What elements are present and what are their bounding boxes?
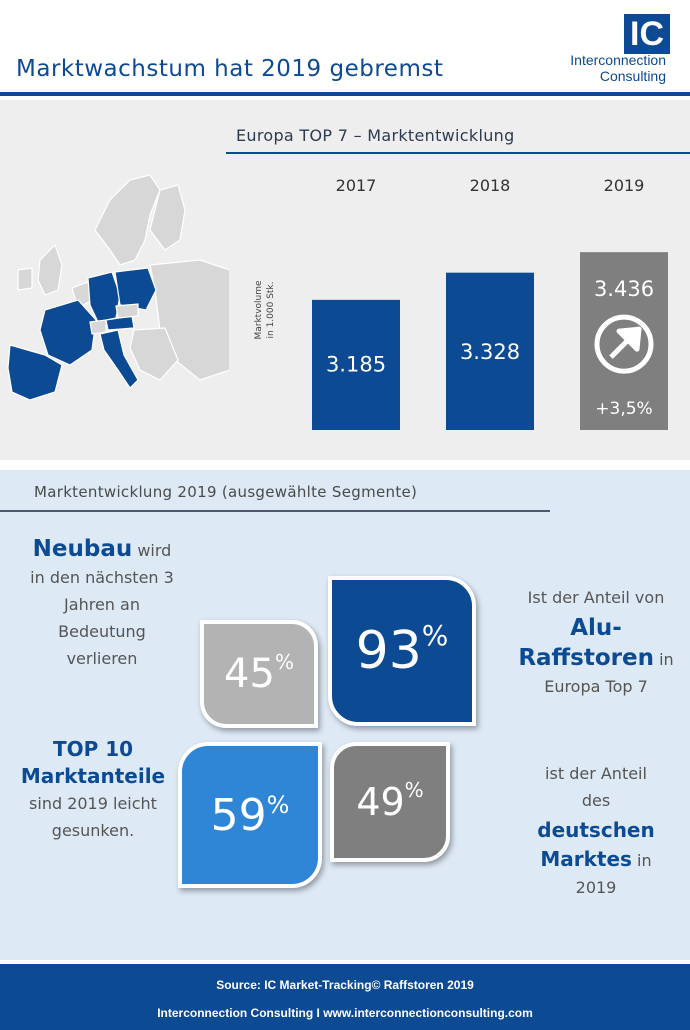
map-france xyxy=(39,299,97,366)
map-switzerland xyxy=(89,319,107,335)
europe-map xyxy=(7,174,230,401)
header: Marktwachstum hat 2019 gebremst IC Inter… xyxy=(0,0,690,100)
note-alu-pre: Ist der Anteil von xyxy=(527,588,665,607)
note-alu-big2: Raffstoren xyxy=(518,645,654,671)
note-deutsch-big1: deutschen xyxy=(537,818,655,842)
tile-neubau: 45% xyxy=(200,620,318,728)
map-finland xyxy=(149,184,186,251)
segments-title-rule xyxy=(0,510,550,512)
map-scandinavia xyxy=(94,174,161,266)
note-deutsch-in: in xyxy=(637,851,652,870)
tile-unit: % xyxy=(274,650,294,674)
tile-value: 59 xyxy=(210,789,267,841)
tile-unit: % xyxy=(266,791,290,819)
footer xyxy=(0,964,690,1030)
chart-title-rule xyxy=(226,152,690,154)
tile-value: 93 xyxy=(355,621,422,681)
note-alu-in: in xyxy=(659,650,674,669)
map-iberia xyxy=(7,344,63,401)
footer-contact: Interconnection Consulting I www.interco… xyxy=(157,1006,533,1020)
map-balkans xyxy=(129,327,179,381)
category-label: 2017 xyxy=(336,176,377,195)
note-neubau-line: verlieren xyxy=(66,649,138,668)
note-top10-line2: Marktanteile xyxy=(20,764,166,788)
note-neubau-line: Bedeutung xyxy=(58,622,146,641)
map-czech xyxy=(115,303,139,319)
ylabel-line2: in 1.000 Stk. xyxy=(266,281,276,338)
note-top10-line: gesunken. xyxy=(51,821,135,840)
note-top10-line: sind 2019 leicht xyxy=(29,794,157,813)
category-label: 2018 xyxy=(470,176,511,195)
note-deutsch: ist der Anteil des deutschen Marktes in … xyxy=(510,760,682,901)
logo-text-line1: Interconnection xyxy=(570,52,666,68)
tile-unit: % xyxy=(404,778,424,802)
bar-2018 xyxy=(446,272,534,430)
market-bar-chart: Marktvolume in 1.000 Stk. 2017 3.185 2018 3… xyxy=(254,176,668,430)
map-italy xyxy=(99,329,139,389)
data-label: 3.185 xyxy=(326,352,386,376)
note-neubau: Neubau wird in den nächsten 3 Jahren an … xyxy=(12,536,192,672)
tile-alu: 93% xyxy=(328,576,476,726)
category-label: 2019 xyxy=(604,176,645,195)
tile-value: 49 xyxy=(356,780,405,824)
note-alu-post: Europa Top 7 xyxy=(544,677,648,696)
note-deutsch-year: 2019 xyxy=(575,878,617,897)
note-neubau-rest: wird xyxy=(137,541,172,560)
growth-arrow-shape xyxy=(609,326,642,359)
tile-value: 45 xyxy=(224,651,275,697)
chart-title: Europa TOP 7 – Marktentwicklung xyxy=(236,126,515,145)
note-top10: TOP 10 Marktanteile sind 2019 leicht ges… xyxy=(8,736,178,844)
note-deutsch-line2: des xyxy=(581,791,611,810)
note-deutsch-line1: ist der Anteil xyxy=(545,764,647,783)
segments-title: Marktentwicklung 2019 (ausgewählte Segme… xyxy=(34,483,418,501)
note-alu-big1: Alu- xyxy=(570,615,622,641)
tile-deutsch: 49% xyxy=(330,742,450,862)
note-neubau-line: Jahren an xyxy=(64,595,140,614)
tile-top10: 59% xyxy=(178,742,322,888)
tile-unit: % xyxy=(421,618,449,652)
note-alu: Ist der Anteil von Alu- Raffstoren in Eu… xyxy=(510,584,682,700)
map-ireland xyxy=(17,267,33,291)
footer-source: Source: IC Market-Tracking© Raffstoren 2… xyxy=(216,978,474,992)
logo-text-line2: Consulting xyxy=(599,68,666,84)
data-label: 3.328 xyxy=(460,340,520,364)
map-uk xyxy=(37,243,63,296)
map-poland xyxy=(114,267,157,311)
bar-2017 xyxy=(312,299,400,430)
note-top10-line1: TOP 10 xyxy=(52,737,134,761)
header-divider xyxy=(0,92,690,96)
data-label: 3.436 xyxy=(594,277,654,301)
note-neubau-big: Neubau xyxy=(32,536,133,562)
logo-mark: IC xyxy=(624,14,670,54)
note-neubau-line: in den nächsten 3 xyxy=(30,568,174,587)
chart-ylabel: Marktvolume in 1.000 Stk. xyxy=(254,280,276,340)
note-deutsch-big2: Marktes xyxy=(540,847,632,871)
map-germany xyxy=(87,271,121,323)
growth-label: +3,5% xyxy=(595,399,652,419)
page-title: Marktwachstum hat 2019 gebremst xyxy=(16,56,444,82)
growth-arrow-icon xyxy=(594,314,654,374)
ylabel-line1: Marktvolume xyxy=(254,280,264,340)
